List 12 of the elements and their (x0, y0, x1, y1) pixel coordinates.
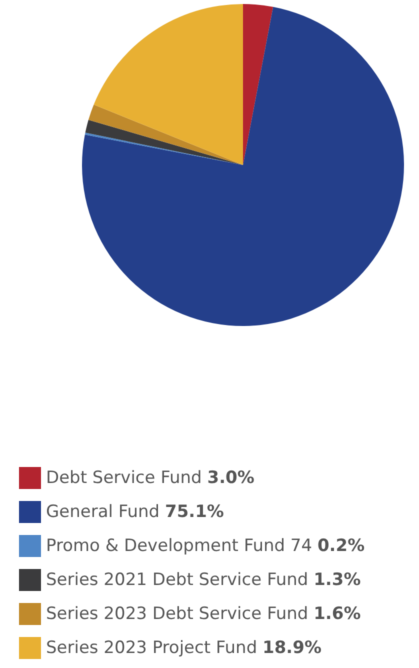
data-label: 3.0% (207, 468, 254, 488)
data-label: 18.9% (262, 638, 322, 658)
data-label: 0.2% (317, 536, 365, 556)
legend-label: Promo & Development Fund 74 (46, 536, 318, 556)
legend-label: Series 2023 Project Fund (46, 638, 263, 658)
legend-label: Series 2021 Debt Service Fund (46, 570, 314, 590)
legend-label: Series 2023 Debt Service Fund (46, 604, 314, 624)
data-label: 1.3% (314, 570, 361, 590)
legend-label: General Fund (46, 502, 165, 522)
legend-label: Debt Service Fund (46, 468, 208, 488)
data-label: 1.6% (314, 604, 361, 624)
data-label: 75.1% (164, 502, 224, 522)
